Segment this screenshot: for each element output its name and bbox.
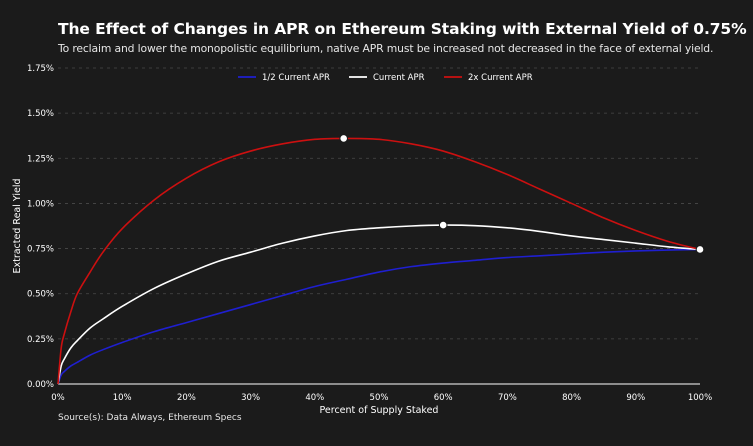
x-tick-label: 20% xyxy=(177,393,196,403)
series-lines xyxy=(57,137,701,385)
y-tick-label: 0.75% xyxy=(27,245,54,255)
y-tick-label: 1.50% xyxy=(27,109,54,119)
x-tick-label: 40% xyxy=(305,393,324,403)
chart-title: The Effect of Changes in APR on Ethereum… xyxy=(58,20,747,38)
x-axis-title: Percent of Supply Staked xyxy=(320,405,439,416)
chart-subtitle: To reclaim and lower the monopolistic eq… xyxy=(58,42,714,55)
peak-marker xyxy=(438,220,448,230)
series-line-0 xyxy=(57,248,701,385)
y-axis-title: Extracted Real Yield xyxy=(12,178,23,273)
legend-label: Current APR xyxy=(373,73,425,83)
y-tick-label: 0.25% xyxy=(27,335,54,345)
x-tick-label: 70% xyxy=(498,393,517,403)
grid-lines xyxy=(58,67,700,340)
x-tick-label: 30% xyxy=(241,393,260,403)
legend-label: 2x Current APR xyxy=(468,73,533,83)
x-tick-label: 10% xyxy=(113,393,132,403)
peak-marker xyxy=(695,245,705,254)
x-tick-label: 0% xyxy=(51,393,65,403)
legend: 1/2 Current APR Current APR 2x Current APR xyxy=(238,73,533,83)
x-tick-label: 100% xyxy=(688,393,712,403)
y-tick-label: 1.00% xyxy=(27,199,54,209)
y-tick-label: 0.00% xyxy=(27,380,54,390)
x-tick-label: 50% xyxy=(370,393,389,403)
peak-marker xyxy=(339,134,348,143)
source-note: Source(s): Data Always, Ethereum Specs xyxy=(58,413,242,423)
series-line-2 xyxy=(57,137,701,385)
x-tick-label: 90% xyxy=(626,393,645,403)
legend-label: 1/2 Current APR xyxy=(262,73,330,83)
x-axis-ticks: 0% 10% 20% 30% 40% 50% 60% 70% 80% 90% 100% xyxy=(51,393,712,403)
y-tick-label: 1.75% xyxy=(27,64,54,74)
y-tick-label: 0.50% xyxy=(27,290,54,300)
x-tick-label: 60% xyxy=(434,393,453,403)
series-line-1 xyxy=(57,224,701,385)
y-axis-ticks: 0.00% 0.25% 0.50% 0.75% 1.00% 1.25% 1.50% 1.75% xyxy=(27,64,54,390)
y-tick-label: 1.25% xyxy=(27,154,54,164)
series-markers xyxy=(339,134,705,254)
x-tick-label: 80% xyxy=(562,393,581,403)
